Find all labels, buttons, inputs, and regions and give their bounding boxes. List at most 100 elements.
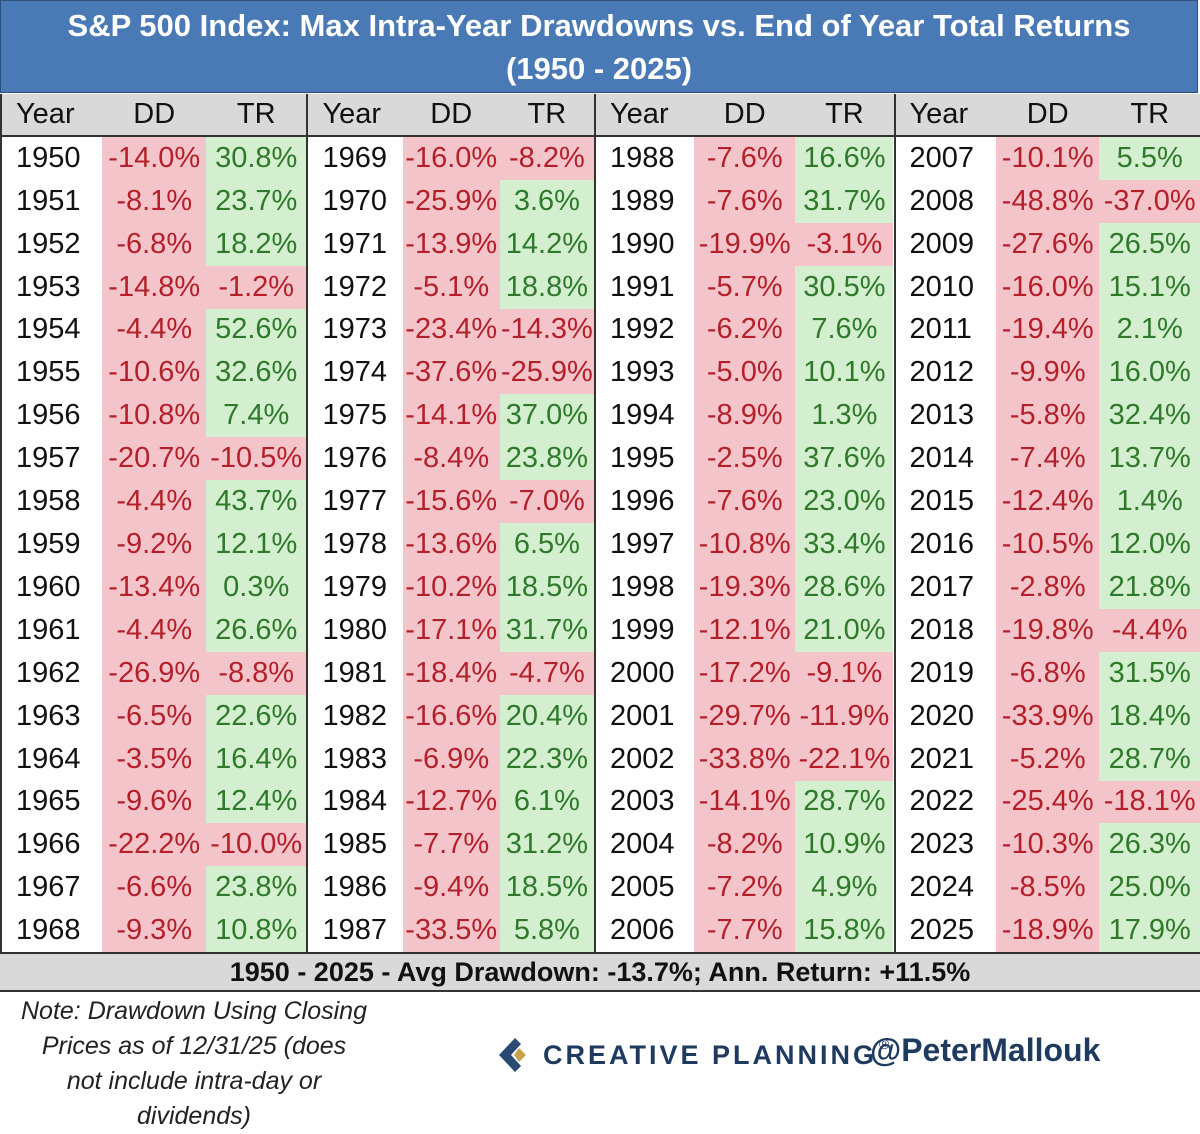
total-return-cell: 2.1% [1099,308,1200,352]
year-cell: 1962 [16,656,81,689]
table-row: 1995 -2.5% 37.6% [596,437,894,481]
total-return-cell: 13.7% [1099,437,1200,481]
year-cell: 2021 [909,742,975,775]
drawdown-cell: -33.8% [694,737,796,781]
total-return-cell: -9.1% [795,651,894,695]
total-return-cell: 6.5% [499,523,594,566]
drawdown-cell: -5.7% [694,265,796,309]
year-cell: 2010 [909,270,975,303]
table-row: 1996 -7.6% 23.0% [596,480,894,524]
table-row: 2020 -33.9% 18.4% [896,694,1200,738]
drawdown-cell: -7.7% [694,909,796,953]
year-cell: 1996 [610,485,675,518]
year-cell: 1963 [16,699,81,732]
drawdown-cell: -7.4% [995,437,1100,481]
drawdown-cell: -19.8% [995,608,1100,652]
year-cell: 1950 [16,141,81,174]
year-cell: 1974 [322,356,387,389]
table-row: 2008 -48.8% -37.0% [896,179,1200,223]
header-year: Year [16,97,75,130]
total-return-cell: 28.6% [795,565,894,609]
table-row: 1967 -6.6% 23.8% [2,866,307,910]
year-cell: 1966 [16,828,81,861]
year-cell: 1975 [322,399,387,432]
header-row: Year DD TR [308,94,594,137]
year-cell: 2007 [909,141,975,174]
drawdown-cell: -5.2% [995,737,1100,781]
table-row: 1971 -13.9% 14.2% [308,222,594,266]
year-cell: 2011 [909,313,972,346]
year-cell: 2003 [610,785,675,818]
table-row: 2005 -7.2% 4.9% [596,866,894,910]
total-return-cell: 16.6% [795,136,894,180]
total-return-cell: 12.1% [205,523,307,566]
table-row: 1997 -10.8% 33.4% [596,523,894,566]
total-return-cell: 23.0% [795,480,894,524]
drawdown-cell: -10.2% [402,565,500,609]
year-cell: 1982 [322,699,387,732]
total-return-cell: -11.9% [795,694,894,738]
table-row: 1951 -8.1% 23.7% [2,179,307,223]
drawdown-cell: -12.4% [995,480,1100,524]
drawdown-cell: -7.2% [694,866,796,910]
header-year: Year [610,97,669,130]
year-cell: 1978 [322,528,387,561]
header-year: Year [909,97,969,130]
total-return-cell: -4.7% [499,651,594,695]
total-return-cell: 18.5% [499,565,594,609]
year-cell: 1956 [16,399,81,432]
header-row: Year DD TR [596,94,894,137]
table-row: 1984 -12.7% 6.1% [308,780,594,824]
total-return-cell: 21.8% [1099,565,1200,609]
drawdown-cell: -7.6% [694,480,796,524]
year-cell: 2024 [909,871,975,904]
table-row: 2001 -29.7% -11.9% [596,694,894,738]
drawdown-cell: -8.1% [102,179,206,223]
note-line: Prices as of 12/31/25 (does [41,1032,347,1060]
table-row: 2014 -7.4% 13.7% [896,437,1200,481]
year-cell: 1993 [610,356,675,389]
year-cell: 1980 [322,613,387,646]
table-row: 2012 -9.9% 16.0% [896,351,1200,395]
total-return-cell: 1.4% [1099,480,1200,524]
table-row: 1993 -5.0% 10.1% [596,351,894,395]
total-return-cell: 18.2% [205,222,307,266]
drawdown-cell: -8.5% [995,866,1100,910]
year-cell: 1988 [610,141,675,174]
year-cell: 1957 [16,442,81,475]
total-return-cell: 43.7% [205,480,307,524]
total-return-cell: 1.3% [795,394,894,438]
table-row: 1976 -8.4% 23.8% [308,437,594,481]
drawdown-cell: -15.6% [402,480,500,524]
author-handle: @PeterMallouk [870,1032,1101,1068]
table-row: 1950 -14.0% 30.8% [2,136,307,180]
header-dd: DD [1026,97,1069,130]
total-return-cell: -4.4% [1099,608,1200,652]
drawdown-cell: -5.1% [402,265,500,309]
table-row: 1964 -3.5% 16.4% [2,737,307,781]
total-return-cell: -8.8% [205,651,307,695]
table-row: 1965 -9.6% 12.4% [2,780,307,824]
total-return-cell: 31.7% [795,179,894,223]
drawdown-cell: -12.1% [694,608,796,652]
table-row: 1953 -14.8% -1.2% [2,265,307,309]
header-tr: TR [1130,97,1170,130]
total-return-cell: 33.4% [795,523,894,566]
total-return-cell: 30.5% [795,265,894,309]
table-row: 1955 -10.6% 32.6% [2,351,307,395]
table-row: 1999 -12.1% 21.0% [596,608,894,652]
total-return-cell: 31.2% [499,823,594,867]
year-cell: 2014 [909,442,975,475]
year-cell: 1979 [322,570,387,603]
year-cell: 2019 [909,656,975,689]
year-cell: 1954 [16,313,81,346]
table-row: 1970 -25.9% 3.6% [308,179,594,223]
drawdown-cell: -18.9% [995,909,1100,953]
year-cell: 1953 [16,270,81,303]
year-cell: 1997 [610,528,675,561]
table-row: 2017 -2.8% 21.8% [896,565,1200,609]
drawdown-cell: -6.2% [694,308,796,352]
table-row: 1960 -13.4% 0.3% [2,565,307,609]
drawdown-cell: -19.4% [995,308,1100,352]
year-cell: 1987 [322,914,387,947]
